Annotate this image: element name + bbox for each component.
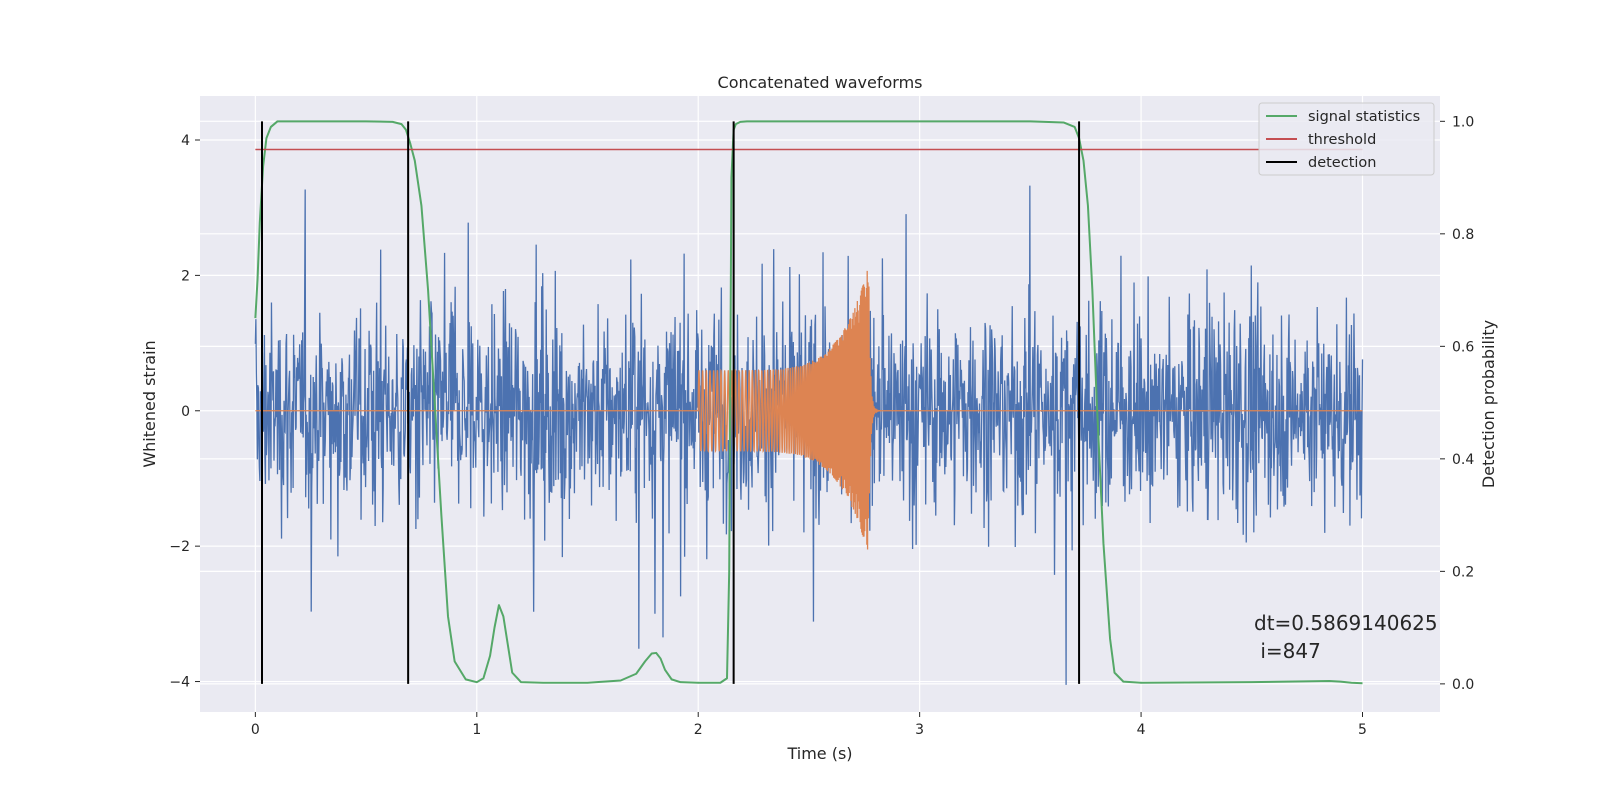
y-right-tick-label: 0.2 [1452, 564, 1474, 580]
chart-title: Concatenated waveforms [718, 73, 923, 92]
y-right-tick-label: 0.4 [1452, 452, 1474, 468]
y-tick-label: −4 [169, 675, 190, 691]
y-tick-label: 2 [181, 268, 190, 284]
series-layer [254, 120, 1364, 685]
legend-label-threshold: threshold [1308, 132, 1376, 148]
legend-label-signal-statistics: signal statistics [1308, 109, 1420, 125]
x-axis-label: Time (s) [786, 744, 852, 763]
x-tick-label: 4 [1137, 722, 1146, 738]
y-tick-label: −2 [169, 539, 190, 555]
x-tick-label: 3 [915, 722, 924, 738]
series-signal-statistics [254, 120, 1363, 685]
annotation-index: i=847 [1254, 639, 1321, 663]
y-tick-label: 0 [181, 404, 190, 420]
annotation-dt: dt=0.5869140625 [1254, 611, 1438, 635]
y-axis-label: Whitened strain [140, 340, 159, 467]
y-axis-right-label: Detection probability [1479, 320, 1498, 488]
series-strain [254, 185, 1364, 685]
x-tick-label: 1 [472, 722, 481, 738]
x-tick-label: 5 [1358, 722, 1367, 738]
x-tick-label: 0 [251, 722, 260, 738]
series-injection [255, 270, 1363, 550]
x-tick-label: 2 [694, 722, 703, 738]
legend: signal statistics threshold detection [1258, 102, 1435, 176]
y-right-tick-label: 1.0 [1452, 114, 1474, 130]
legend-label-detection: detection [1308, 155, 1376, 171]
ticks: 0 1 2 3 4 5 −4 −2 0 2 4 0.0 0.2 0.4 0.6 0.8 1.0 [169, 114, 1474, 738]
y-tick-label: 4 [181, 133, 190, 149]
y-right-tick-label: 0.0 [1452, 677, 1474, 693]
y-right-tick-label: 0.6 [1452, 339, 1474, 355]
legend-box [1258, 102, 1435, 176]
y-right-tick-label: 0.8 [1452, 227, 1474, 243]
